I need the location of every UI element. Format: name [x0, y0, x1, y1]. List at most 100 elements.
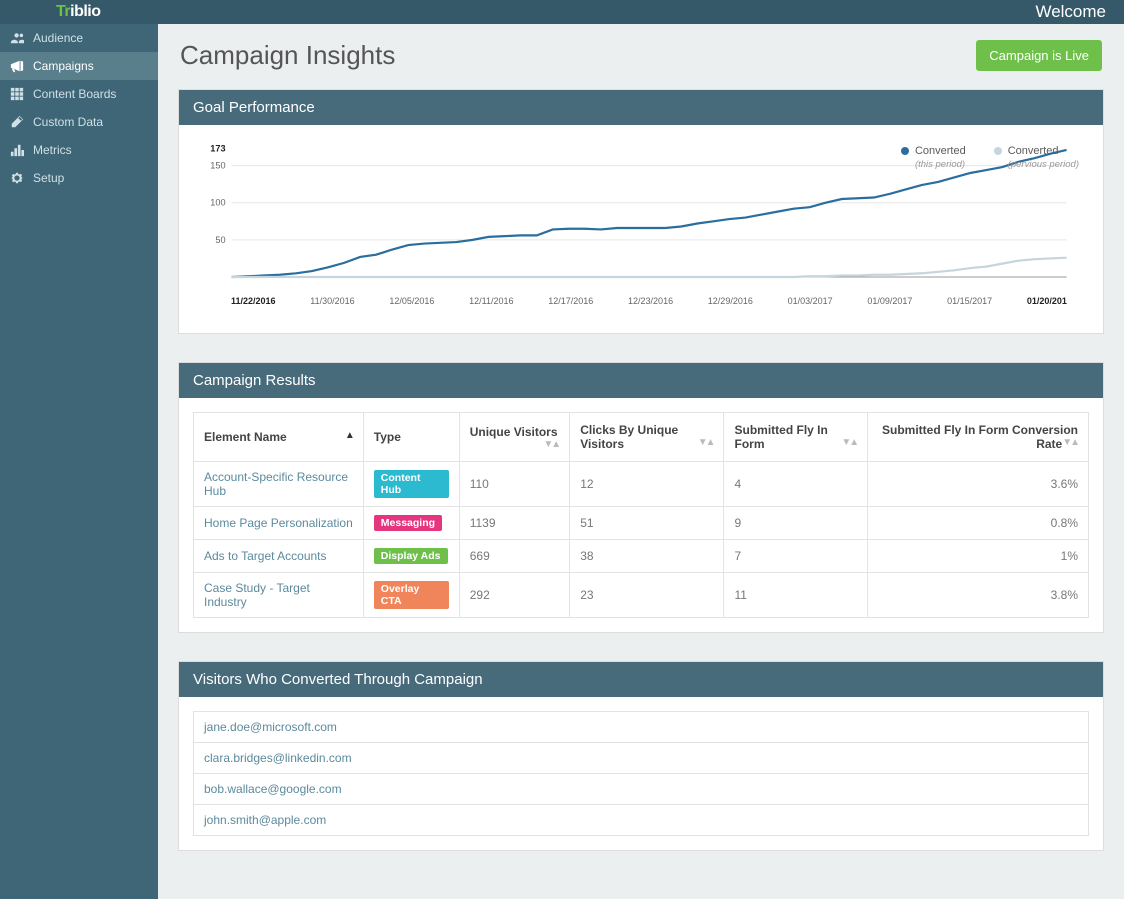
visitor-row[interactable]: jane.doe@microsoft.com — [194, 712, 1088, 742]
cell-rate: 3.6% — [868, 462, 1089, 507]
column-label: Type — [374, 430, 401, 444]
x-label: 12/17/2016 — [548, 296, 593, 306]
megaphone-icon — [10, 59, 24, 73]
goal-performance-panel: Goal Performance Converted(this period)C… — [178, 89, 1104, 334]
type-tag: Content Hub — [374, 470, 449, 498]
visitors-panel: Visitors Who Converted Through Campaign … — [178, 661, 1104, 851]
x-label: 12/05/2016 — [389, 296, 434, 306]
goal-panel-body: Converted(this period) Converted(pervious… — [179, 125, 1103, 333]
cell-name[interactable]: Ads to Target Accounts — [194, 540, 364, 573]
table-body: Account-Specific Resource Hub Content Hub… — [194, 462, 1089, 618]
sidebar-item-campaigns[interactable]: Campaigns — [0, 52, 158, 80]
x-label: 01/15/2017 — [947, 296, 992, 306]
x-label: 11/30/2016 — [310, 296, 354, 306]
table-row[interactable]: Home Page PersonalizationMessaging113951… — [194, 507, 1089, 540]
cell-name[interactable]: Home Page Personalization — [194, 507, 364, 540]
cell-clicks: 23 — [570, 573, 724, 618]
chart-series-prev_period — [232, 258, 1067, 277]
grid-icon — [10, 87, 24, 101]
svg-text:100: 100 — [210, 198, 225, 208]
type-tag: Overlay CTA — [374, 581, 449, 609]
x-label: 01/03/2017 — [788, 296, 833, 306]
sidebar: Audience Campaigns Content Boards Custom Da… — [0, 0, 158, 899]
cell-uv: 669 — [459, 540, 569, 573]
column-header[interactable]: Unique Visitors▼▲ — [459, 413, 569, 462]
campaign-results-panel: Campaign Results Element Name▲TypeUnique… — [178, 362, 1104, 633]
column-header[interactable]: Clicks By Unique Visitors▼▲ — [570, 413, 724, 462]
x-label: 01/09/2017 — [867, 296, 912, 306]
column-header[interactable]: Type — [363, 413, 459, 462]
cell-form: 4 — [724, 462, 868, 507]
legend-item: Converted(this period) — [901, 145, 966, 171]
sidebar-item-label: Campaigns — [33, 59, 94, 73]
visitor-row[interactable]: bob.wallace@google.com — [194, 773, 1088, 804]
sidebar-item-label: Setup — [33, 171, 64, 185]
main: Campaign Insights Campaign is Live Goal … — [158, 0, 1124, 899]
results-table: Element Name▲TypeUnique Visitors▼▲Clicks… — [193, 412, 1089, 618]
welcome-text[interactable]: Welcome — [1035, 2, 1106, 22]
sidebar-item-label: Custom Data — [33, 115, 103, 129]
type-tag: Messaging — [374, 515, 442, 531]
cell-name[interactable]: Account-Specific Resource Hub — [194, 462, 364, 507]
svg-text:150: 150 — [210, 161, 225, 171]
type-tag: Display Ads — [374, 548, 448, 564]
cell-form: 9 — [724, 507, 868, 540]
bars-icon — [10, 143, 24, 157]
legend-item: Converted(pervious period) — [994, 145, 1079, 171]
cell-rate: 1% — [868, 540, 1089, 573]
sidebar-item-audience[interactable]: Audience — [0, 24, 158, 52]
column-label: Unique Visitors — [470, 425, 558, 439]
cell-clicks: 38 — [570, 540, 724, 573]
column-header[interactable]: Element Name ▲ — [194, 413, 364, 462]
visitor-row[interactable]: clara.bridges@linkedin.com — [194, 742, 1088, 773]
cell-type: Content Hub — [363, 462, 459, 507]
chart-container: Converted(this period) Converted(pervious… — [193, 139, 1089, 319]
topbar: Triblio Welcome — [0, 0, 1124, 24]
sidebar-item-setup[interactable]: Setup — [0, 164, 158, 192]
cell-clicks: 51 — [570, 507, 724, 540]
sort-icon: ▼▲ — [1062, 437, 1078, 448]
column-label: Element Name — [204, 430, 287, 444]
legend-text: Converted(pervious period) — [1008, 145, 1079, 171]
visitor-row[interactable]: john.smith@apple.com — [194, 804, 1088, 835]
campaign-live-button[interactable]: Campaign is Live — [976, 40, 1102, 71]
cell-form: 11 — [724, 573, 868, 618]
legend-dot-icon — [901, 147, 909, 155]
page-title: Campaign Insights — [180, 40, 395, 71]
pencil-icon — [10, 115, 24, 129]
cell-rate: 3.8% — [868, 573, 1089, 618]
visitor-list: jane.doe@microsoft.comclara.bridges@link… — [193, 711, 1089, 836]
x-label: 12/23/2016 — [628, 296, 673, 306]
results-panel-body: Element Name▲TypeUnique Visitors▼▲Clicks… — [179, 398, 1103, 632]
table-row[interactable]: Ads to Target Accounts Display Ads 6693871… — [194, 540, 1089, 573]
cog-icon — [10, 171, 24, 185]
cell-type: Overlay CTA — [363, 573, 459, 618]
sidebar-item-content-boards[interactable]: Content Boards — [0, 80, 158, 108]
cell-uv: 292 — [459, 573, 569, 618]
legend-dot-icon — [994, 147, 1002, 155]
sidebar-item-label: Metrics — [33, 143, 72, 157]
svg-text:173: 173 — [210, 144, 225, 154]
sort-icon: ▼▲ — [841, 437, 857, 448]
cell-name[interactable]: Case Study - Target Industry — [194, 573, 364, 618]
cell-form: 7 — [724, 540, 868, 573]
sort-icon: ▲ — [345, 430, 353, 441]
column-header[interactable]: Submitted Fly In Form Conversion Rate▼▲ — [868, 413, 1089, 462]
visitors-panel-body: jane.doe@microsoft.comclara.bridges@link… — [179, 697, 1103, 850]
table-row[interactable]: Case Study - Target Industry Overlay CTA 2… — [194, 573, 1089, 618]
chart-legend: Converted(this period) Converted(pervious… — [901, 145, 1079, 171]
sort-icon: ▼▲ — [698, 437, 714, 448]
legend-text: Converted(this period) — [915, 145, 966, 171]
logo[interactable]: Triblio — [0, 3, 101, 21]
page-header: Campaign Insights Campaign is Live — [178, 40, 1104, 71]
svg-text:50: 50 — [215, 235, 225, 245]
sort-icon: ▼▲ — [543, 439, 559, 450]
goal-panel-title: Goal Performance — [179, 90, 1103, 125]
x-axis-labels: 11/22/201611/30/201612/05/201612/11/2016… — [193, 292, 1089, 306]
table-row[interactable]: Account-Specific Resource Hub Content Hub… — [194, 462, 1089, 507]
column-header[interactable]: Submitted Fly In Form▼▲ — [724, 413, 868, 462]
cell-type: Display Ads — [363, 540, 459, 573]
cell-uv: 110 — [459, 462, 569, 507]
sidebar-item-custom-data[interactable]: Custom Data — [0, 108, 158, 136]
sidebar-item-metrics[interactable]: Metrics — [0, 136, 158, 164]
